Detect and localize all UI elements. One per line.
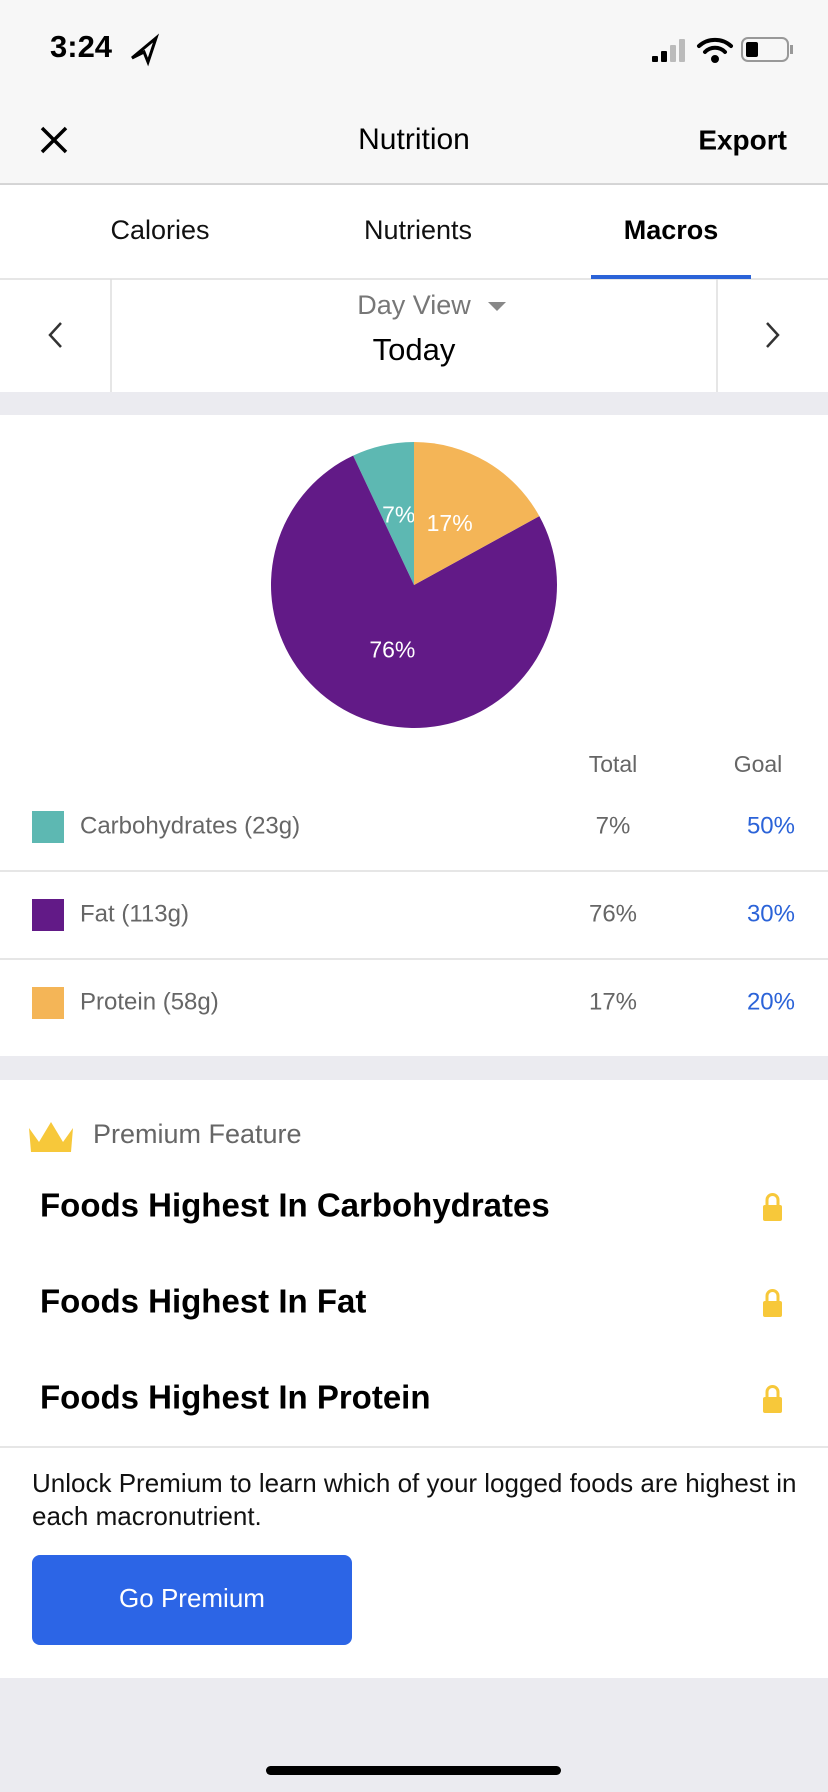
tab[interactable]: Nutrients xyxy=(364,215,472,245)
lock-icon xyxy=(765,1385,780,1398)
macro-total: 17% xyxy=(589,988,637,1015)
premium-label: Premium Feature xyxy=(93,1119,302,1149)
pie-chart: 7% 76% 17% xyxy=(270,442,557,728)
column-header: Goal xyxy=(734,751,783,777)
export-button[interactable]: Export xyxy=(698,124,787,155)
battery-icon xyxy=(741,37,793,62)
macro-name: Fat (113g) xyxy=(80,900,189,927)
premium-item[interactable]: Foods Highest In Protein xyxy=(40,1379,431,1416)
page-title: Nutrition xyxy=(358,123,470,156)
prev-button[interactable] xyxy=(48,322,62,348)
premium-message: Unlock Premium to learn which of your lo… xyxy=(32,1468,797,1531)
macro-name: Carbohydrates (23g) xyxy=(80,812,300,839)
macro-name: Protein (58g) xyxy=(80,988,219,1015)
lock-body xyxy=(763,1397,782,1413)
home-indicator xyxy=(266,1766,561,1775)
close-button[interactable] xyxy=(40,126,68,154)
premium-button-label[interactable]: Go Premium xyxy=(119,1583,265,1613)
tab-area xyxy=(0,185,828,392)
tab[interactable]: Calories xyxy=(110,215,209,245)
wifi-icon xyxy=(697,37,733,63)
tab-active[interactable]: Macros xyxy=(624,215,719,245)
lock-icon xyxy=(765,1289,780,1302)
view-selector[interactable]: Day View xyxy=(357,290,471,320)
slice-label: 7% xyxy=(382,502,415,528)
macro-table: Carbohydrates (23g) 7% 50% Fat (113g) 76% 30%… xyxy=(0,811,828,1019)
pie-slice xyxy=(353,442,414,585)
crown-icon xyxy=(29,1122,73,1152)
premium-item[interactable]: Foods Highest In Fat xyxy=(40,1283,366,1320)
premium-button[interactable] xyxy=(32,1555,352,1645)
legend-swatch xyxy=(32,987,64,1019)
macro-goal: 30% xyxy=(747,900,795,927)
macro-total: 7% xyxy=(596,812,631,839)
slice-label: 17% xyxy=(427,510,473,536)
tab-indicator xyxy=(591,275,751,279)
date-label: Today xyxy=(373,332,456,367)
signal-icon xyxy=(652,39,685,62)
column-header: Total xyxy=(589,751,638,777)
macro-goal: 50% xyxy=(747,812,795,839)
pie-slice xyxy=(414,442,540,585)
location-icon xyxy=(131,33,160,67)
next-button[interactable] xyxy=(766,322,780,348)
lock-body xyxy=(763,1301,782,1317)
clock: 3:24 xyxy=(50,29,113,64)
legend-swatch xyxy=(32,899,64,931)
slice-label: 76% xyxy=(369,637,415,663)
macro-total: 76% xyxy=(589,900,637,927)
lock-body xyxy=(763,1205,782,1221)
lock-icon xyxy=(765,1193,780,1206)
top-bar xyxy=(0,0,828,184)
pie-slice xyxy=(270,455,557,728)
macro-goal: 20% xyxy=(747,988,795,1015)
legend-swatch xyxy=(32,811,64,843)
premium-item[interactable]: Foods Highest In Carbohydrates xyxy=(40,1187,550,1224)
premium-list: Foods Highest In Carbohydrates Foods High… xyxy=(40,1187,782,1416)
dropdown-arrow xyxy=(488,302,506,311)
